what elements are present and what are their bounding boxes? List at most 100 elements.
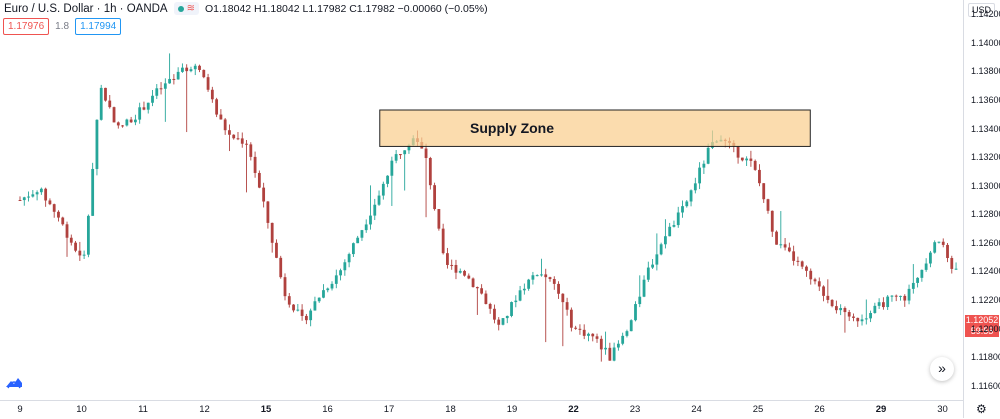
candle-body — [373, 204, 377, 216]
candle-body — [903, 295, 907, 301]
candle-body — [770, 210, 774, 232]
candle-body — [471, 278, 475, 288]
tradingview-logo-icon[interactable] — [4, 374, 24, 390]
candle-body — [822, 286, 825, 296]
candle-body — [514, 300, 518, 303]
time-tick-label: 26 — [814, 404, 825, 415]
scroll-to-realtime-button[interactable]: » — [930, 357, 954, 381]
candle-body — [292, 304, 295, 311]
candle-body — [377, 195, 381, 205]
buy-button[interactable]: 1.17994 — [75, 18, 122, 35]
candle-body — [57, 211, 60, 218]
time-tick-label: 17 — [383, 404, 395, 415]
candle-body — [82, 254, 86, 256]
candle-body — [215, 99, 219, 115]
candle-body — [616, 343, 620, 348]
candle-body — [881, 302, 885, 308]
candle-body — [343, 262, 347, 271]
candle-body — [129, 119, 133, 123]
candle-body — [548, 277, 552, 280]
candle-body — [552, 279, 556, 284]
candle-body — [625, 331, 629, 336]
price-tick-label: 1.11600 — [971, 380, 1000, 391]
sell-button[interactable]: 1.17976 — [3, 18, 50, 35]
candle-body — [159, 88, 163, 90]
time-tick-label: 25 — [752, 404, 764, 415]
candle-body — [839, 308, 843, 311]
candle-body — [334, 275, 338, 284]
candle-body — [48, 200, 52, 205]
time-tick-label: 23 — [629, 404, 641, 415]
candle-body — [163, 83, 167, 89]
chart-legend: Euro / U.S. Dollar · 1h · OANDA ≋ O1.180… — [4, 2, 488, 15]
candle-body — [792, 251, 796, 261]
candle-body — [698, 167, 702, 184]
price-axis[interactable]: USD 1.12052 59:55 1.11600 1.11800 1.12000 1… — [963, 0, 1000, 418]
time-tick-label: 29 — [875, 404, 887, 415]
candle-body — [809, 270, 813, 280]
price-tick-label: 1.12800 — [971, 209, 1000, 220]
candle-body — [463, 270, 466, 276]
candle-body — [668, 226, 672, 237]
candle-body — [441, 228, 445, 254]
price-chart[interactable]: Supply Zone — [0, 0, 963, 400]
candle-body — [634, 304, 637, 321]
time-axis[interactable]: 9 10 11 12 15 16 17 18 19 22 23 24 25 26 29 30 — [0, 400, 963, 419]
candle-body — [22, 197, 26, 201]
candle-body — [104, 87, 107, 101]
supply-zone-box — [379, 109, 811, 147]
candle-body — [664, 236, 667, 245]
price-tick-label: 1.13200 — [971, 152, 1000, 163]
candle-body — [125, 119, 129, 126]
candle-body — [283, 277, 287, 297]
candle-body — [877, 302, 881, 306]
candle-body — [467, 275, 471, 279]
candle-body — [322, 290, 325, 298]
trade-panel: 1.17976 1.8 1.17994 — [3, 18, 122, 35]
candle-body — [612, 347, 616, 361]
candle-body — [95, 119, 99, 169]
settings-gear-icon[interactable]: ⚙ — [976, 402, 987, 416]
candle-body — [364, 224, 368, 231]
currency-label[interactable]: USD — [967, 3, 995, 17]
candle-body — [86, 215, 90, 255]
price-tick-label: 1.12600 — [971, 237, 1000, 248]
candle-body — [689, 190, 693, 202]
candle-body — [843, 308, 847, 313]
candle-body — [245, 143, 248, 145]
candle-body — [894, 295, 898, 297]
candle-body — [745, 158, 749, 161]
candle-body — [206, 77, 210, 90]
candle-body — [351, 243, 355, 255]
candle-body — [61, 217, 65, 225]
candle-body — [817, 281, 821, 287]
candle-body — [484, 293, 488, 305]
candle-body — [890, 295, 894, 297]
symbol-title[interactable]: Euro / U.S. Dollar · 1h · OANDA — [4, 2, 168, 15]
candle-body — [911, 282, 915, 289]
time-tick-label: 22 — [568, 404, 579, 415]
candle-body — [578, 328, 582, 330]
candle-body — [540, 274, 543, 276]
candle-body — [920, 269, 924, 278]
candle-body — [300, 309, 304, 316]
status-indicator[interactable]: ≋ — [173, 2, 199, 15]
candle-body — [91, 168, 95, 216]
time-tick-label: 30 — [937, 404, 948, 415]
candle-body — [569, 309, 573, 328]
candle-body — [929, 252, 932, 264]
time-tick-label: 18 — [445, 404, 456, 415]
price-tick-label: 1.11800 — [971, 352, 1000, 363]
candle-body — [39, 188, 43, 193]
candle-body — [236, 138, 240, 140]
price-tick-label: 1.12200 — [971, 295, 1000, 305]
candle-body — [262, 187, 266, 202]
candle-body — [574, 327, 578, 329]
candle-body — [266, 201, 270, 223]
candle-body — [35, 192, 39, 195]
candle-body — [249, 144, 253, 157]
candle-body — [78, 250, 82, 256]
candle-body — [527, 279, 531, 289]
candle-body — [275, 242, 278, 258]
candle-body — [296, 309, 300, 311]
